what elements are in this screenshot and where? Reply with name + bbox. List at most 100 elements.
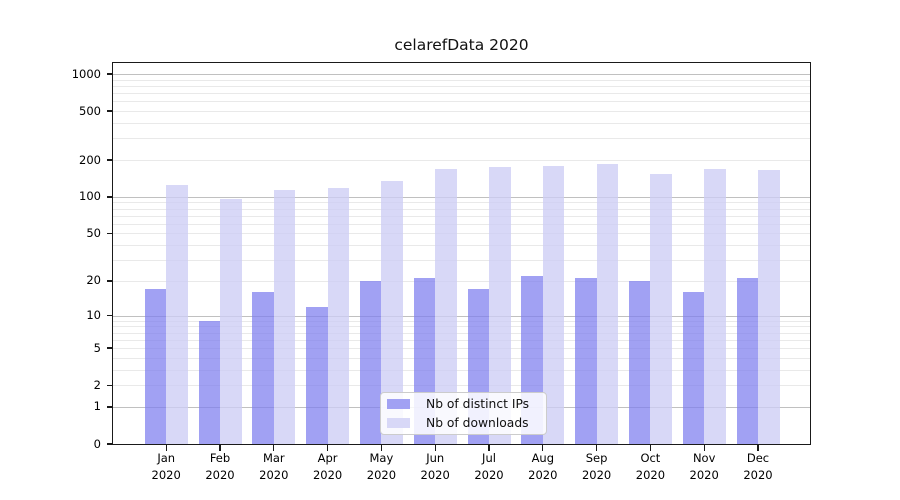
y-tick-mark <box>106 314 113 317</box>
y-tick-label: 5 <box>93 340 101 355</box>
y-tick-mark <box>106 73 113 75</box>
x-tick-mark <box>273 444 275 451</box>
bar-nb-of-downloads <box>166 185 188 444</box>
bar-nb-of-downloads <box>489 167 511 444</box>
gridline-minor <box>113 260 810 262</box>
x-tick-mark <box>488 444 490 451</box>
legend-item-downloads: Nb of downloads <box>387 416 538 430</box>
y-tick-mark <box>106 384 113 386</box>
gridline-minor <box>113 79 810 81</box>
y-tick-label: 0 <box>93 436 101 451</box>
y-tick-label: 1 <box>93 399 101 414</box>
bar-nb-of-distinct-ips <box>198 320 220 444</box>
y-tick-mark <box>106 110 113 112</box>
gridline-minor <box>113 245 810 247</box>
bar-nb-of-distinct-ips <box>359 280 382 444</box>
gridline-minor <box>113 208 810 210</box>
bar-nb-of-distinct-ips <box>252 292 274 444</box>
x-tick-label: Dec 2020 <box>743 451 773 482</box>
x-tick-mark <box>542 444 544 451</box>
x-tick-label: Jun 2020 <box>420 451 450 482</box>
bar-nb-of-downloads <box>596 164 619 444</box>
bar-nb-of-downloads <box>650 173 672 444</box>
gridline-minor <box>113 348 810 350</box>
bar-nb-of-downloads <box>220 198 242 444</box>
x-tick-mark <box>703 444 705 451</box>
bar-nb-of-downloads <box>381 181 403 444</box>
gridline-minor <box>113 86 810 87</box>
gridline-minor <box>113 93 810 95</box>
gridline-minor <box>113 202 810 204</box>
x-tick-mark <box>380 444 383 451</box>
gridline-minor <box>113 332 810 334</box>
gridline-minor <box>113 357 810 359</box>
bar-nb-of-downloads <box>327 188 350 444</box>
gridline-major <box>113 74 810 76</box>
gridline-minor <box>113 160 810 162</box>
x-tick-label: Jul 2020 <box>474 451 504 482</box>
gridline-minor <box>113 320 810 322</box>
y-tick-mark <box>106 159 113 161</box>
gridline-minor <box>113 111 810 113</box>
legend-label-downloads: Nb of downloads <box>426 416 529 430</box>
y-tick-label: 1000 <box>71 66 101 81</box>
y-tick-label: 100 <box>79 189 101 204</box>
gridline-major <box>113 315 810 317</box>
legend-item-distinct-ips: Nb of distinct IPs <box>387 397 538 411</box>
x-tick-label: Oct 2020 <box>635 451 666 482</box>
bar-nb-of-downloads <box>435 168 457 444</box>
x-tick-label: Sep 2020 <box>581 451 612 482</box>
bar-nb-of-downloads <box>758 169 780 444</box>
y-tick-mark <box>106 232 113 235</box>
x-tick-label: Nov 2020 <box>689 451 719 482</box>
gridline-minor <box>113 101 810 103</box>
y-tick-label: 50 <box>86 225 101 240</box>
y-tick-label: 2 <box>93 377 101 392</box>
gridline-minor <box>113 233 810 235</box>
y-tick-mark <box>106 347 113 349</box>
bar-nb-of-distinct-ips <box>628 280 651 444</box>
bar-nb-of-downloads <box>542 166 565 444</box>
plot-area <box>112 62 811 445</box>
y-tick-mark <box>106 280 113 282</box>
y-tick-mark <box>106 406 113 408</box>
chart-title: celarefData 2020 <box>394 36 529 54</box>
bar-nb-of-distinct-ips <box>575 278 597 444</box>
x-tick-label: Aug 2020 <box>528 451 558 482</box>
gridline-minor <box>113 326 810 328</box>
gridline-minor <box>113 138 810 140</box>
y-tick-mark <box>106 196 113 198</box>
x-tick-label: May 2020 <box>366 451 397 482</box>
gridline-minor <box>113 223 810 225</box>
legend-label-distinct-ips: Nb of distinct IPs <box>426 397 530 411</box>
y-tick-label: 500 <box>79 103 101 118</box>
gridline-minor <box>113 123 810 125</box>
legend-swatch-distinct-ips <box>387 398 410 410</box>
x-tick-label: Mar 2020 <box>259 451 289 482</box>
x-tick-mark <box>595 444 598 451</box>
x-tick-mark <box>219 444 221 451</box>
x-tick-mark <box>649 444 652 451</box>
x-tick-label: Feb 2020 <box>205 451 235 482</box>
x-tick-mark <box>165 444 167 451</box>
bar-nb-of-downloads <box>273 189 296 444</box>
legend-swatch-downloads <box>387 417 410 429</box>
x-tick-mark <box>757 444 759 451</box>
y-tick-label: 200 <box>79 152 101 167</box>
x-tick-mark <box>434 444 436 451</box>
bar-nb-of-distinct-ips <box>736 278 758 444</box>
gridline-minor <box>113 339 810 341</box>
gridline-minor <box>113 215 810 217</box>
bar-nb-of-distinct-ips <box>144 289 167 444</box>
gridline-minor <box>113 280 810 282</box>
legend: Nb of distinct IPs Nb of downloads <box>380 392 547 435</box>
bar-nb-of-distinct-ips <box>682 292 705 444</box>
y-tick-mark <box>106 443 113 445</box>
y-tick-label: 10 <box>86 308 101 323</box>
gridline-major <box>113 196 810 198</box>
x-tick-label: Jan 2020 <box>151 451 181 482</box>
bar-nb-of-downloads <box>704 169 726 444</box>
bar-nb-of-distinct-ips <box>306 306 328 444</box>
gridline-minor <box>113 385 810 387</box>
